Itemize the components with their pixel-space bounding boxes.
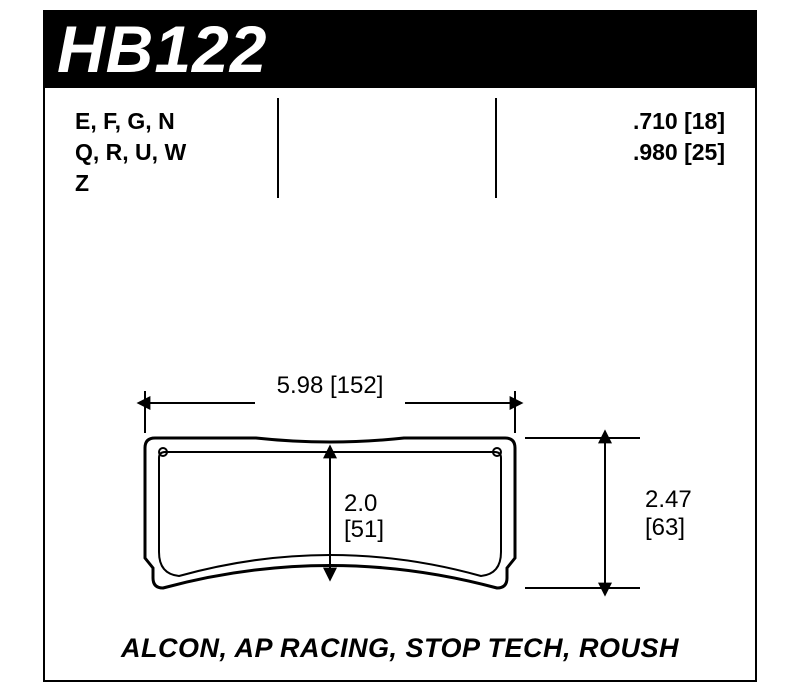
spec-codes-line2: Q, R, U, W (75, 137, 275, 168)
outer-height-label-top: 2.47 (645, 486, 692, 513)
main-frame: E, F, G, N Q, R, U, W Z .710 [18] .980 [… (43, 88, 757, 682)
part-number: HB122 (43, 10, 757, 88)
spec-codes: E, F, G, N Q, R, U, W Z (75, 106, 275, 199)
spec-thickness: .710 [18] .980 [25] (545, 106, 725, 168)
width-label: 5.98 [152] (277, 372, 384, 399)
spec-thickness-line1: .710 [18] (545, 106, 725, 137)
footer-brands: ALCON, AP RACING, STOP TECH, ROUSH (45, 633, 755, 664)
spec-row: E, F, G, N Q, R, U, W Z .710 [18] .980 [… (45, 88, 755, 208)
spec-divider-1 (277, 98, 279, 198)
spec-codes-line1: E, F, G, N (75, 106, 275, 137)
page-root: HB122 E, F, G, N Q, R, U, W Z .710 [18] … (0, 0, 800, 692)
inner-height-label-top: 2.0 (344, 490, 377, 517)
outer-height-label-bottom: [63] (645, 514, 685, 541)
spec-thickness-line2: .980 [25] (545, 137, 725, 168)
spec-codes-line3: Z (75, 168, 275, 199)
inner-height-label-bottom: [51] (344, 516, 384, 543)
brake-pad-diagram: 5.98 [152] 2.47[63] 2.0[51] (45, 233, 755, 613)
diagram-area: 5.98 [152] 2.47[63] 2.0[51] (45, 233, 755, 610)
header-bar: HB122 (43, 10, 757, 88)
spec-divider-2 (495, 98, 497, 198)
